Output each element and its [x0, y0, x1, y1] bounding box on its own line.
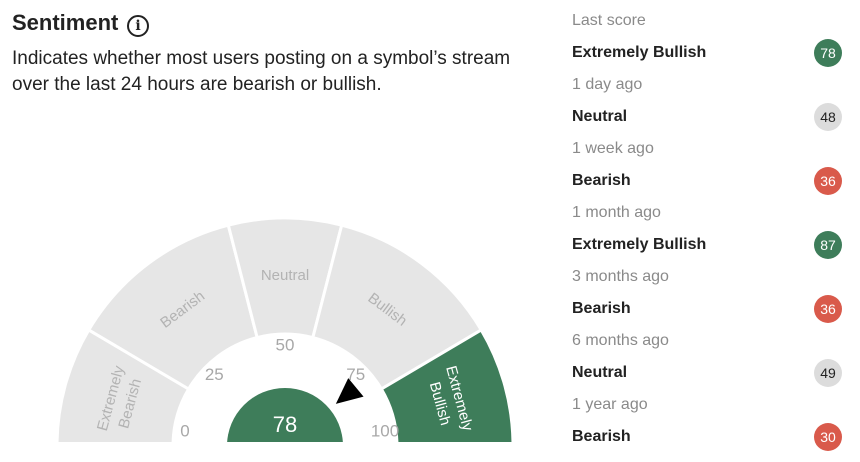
history-label: Extremely Bullish [572, 236, 707, 253]
gauge-body: ExtremelyBearishBearishNeutralBullishExt… [55, 216, 515, 442]
history-time: 1 week ago [572, 140, 654, 157]
value-pointer [335, 378, 364, 404]
history-time: 1 day ago [572, 76, 643, 93]
value-dial [227, 388, 343, 442]
gauge-segment [311, 223, 484, 392]
history-label: Neutral [572, 108, 628, 125]
history-label: Bearish [572, 300, 631, 317]
gauge-value: 78 [273, 412, 297, 437]
history-entry: Bearish 36 [572, 167, 846, 200]
history-time: 1 year ago [572, 396, 648, 413]
history-label: Bearish [572, 428, 631, 445]
score-badge: 78 [814, 39, 842, 67]
score-badge: 48 [814, 103, 842, 131]
score-history: Last score Extremely Bullish 78 1 day ago N… [572, 8, 846, 456]
history-label: Extremely Bullish [572, 44, 707, 61]
scale-label: 50 [276, 335, 295, 354]
scale-label: 75 [346, 365, 365, 384]
history-entry: Neutral 48 [572, 103, 846, 136]
scale-label: 100 [371, 421, 399, 440]
score-badge: 49 [814, 359, 842, 387]
title: Sentiment [12, 10, 119, 35]
history-entry: Neutral 49 [572, 359, 846, 392]
segment-label-line: Neutral [261, 267, 309, 284]
gauge-segment [86, 223, 259, 392]
segment-label: Neutral [261, 267, 309, 284]
history-label: Neutral [572, 364, 628, 381]
description-line: over the last 24 hours are bearish or bu… [12, 74, 382, 95]
history-time: 1 month ago [572, 204, 661, 221]
history-title: Last score [572, 12, 646, 29]
gauge-segment [379, 327, 515, 442]
history-entry: Extremely Bullish 78 [572, 39, 846, 72]
score-badge: 30 [814, 423, 842, 451]
info-icon[interactable]: i [127, 15, 149, 37]
history-time: 3 months ago [572, 268, 669, 285]
scale-label: 25 [205, 365, 224, 384]
score-badge: 87 [814, 231, 842, 259]
history-entry: Bearish 36 [572, 295, 846, 328]
description: Indicates whether most users posting on … [12, 46, 510, 98]
history-entry: Extremely Bullish 87 [572, 231, 846, 264]
history-entry: Bearish 30 [572, 423, 846, 456]
history-label: Bearish [572, 172, 631, 189]
description-line: Indicates whether most users posting on … [12, 48, 511, 69]
gauge: ExtremelyBearishBearishNeutralBullishExt… [55, 216, 515, 442]
score-badge: 36 [814, 167, 842, 195]
scale-label: 0 [180, 421, 189, 440]
history-time: 6 months ago [572, 332, 669, 349]
score-badge: 36 [814, 295, 842, 323]
